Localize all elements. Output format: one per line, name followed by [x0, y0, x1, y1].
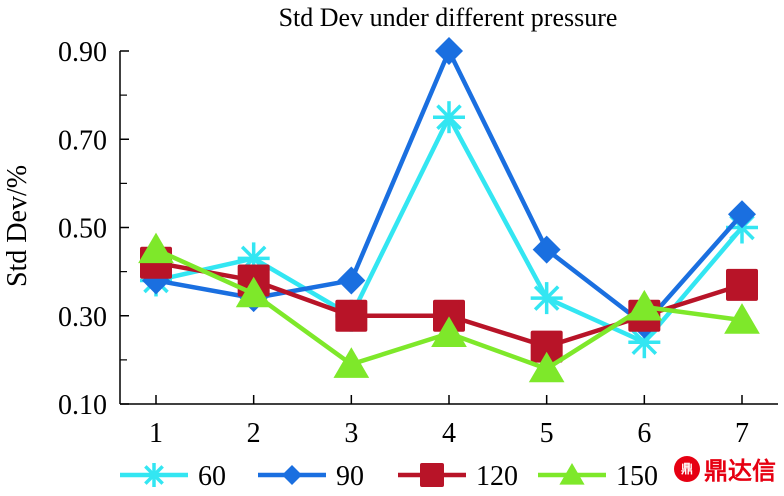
data-point-150 [626, 289, 663, 321]
x-tick-label: 6 [637, 418, 651, 449]
data-point-60 [530, 282, 563, 315]
watermark-text: 鼎达信 [704, 457, 776, 485]
x-tick-label: 1 [149, 418, 163, 449]
series-layer [138, 37, 760, 383]
data-point-150 [528, 351, 565, 383]
data-point-120 [726, 268, 758, 301]
data-point-150 [724, 303, 760, 334]
legend-label: 150 [616, 461, 658, 492]
data-point-150 [235, 276, 272, 308]
x-tick-label: 2 [247, 418, 261, 449]
data-point-150 [333, 347, 370, 378]
watermark-logo-icon: 鼎 [674, 455, 700, 482]
legend-item-90: 90 [258, 461, 364, 492]
axes: 0.10 0.30 0.50 0.70 0.90 1 2 3 4 5 6 7 [58, 37, 778, 449]
legend-marker [420, 463, 444, 487]
legend-label: 90 [336, 461, 364, 492]
data-point-90 [337, 266, 366, 295]
data-point-60 [433, 101, 465, 134]
data-point-120 [335, 299, 368, 332]
legend-marker [282, 465, 302, 485]
legend-label: 120 [476, 461, 518, 492]
legend-marker [559, 463, 585, 485]
chart-title: Std Dev under different pressure [279, 3, 618, 32]
legend-item-120: 120 [398, 461, 518, 492]
x-tick-label: 3 [344, 418, 358, 449]
legend-marker [142, 463, 166, 487]
x-tick-label: 7 [735, 418, 749, 449]
data-point-90 [532, 235, 561, 264]
data-point-90 [435, 37, 463, 65]
legend-item-150: 150 [538, 461, 658, 492]
data-point-120 [530, 330, 563, 363]
series-90 [142, 37, 756, 339]
data-point-150 [431, 316, 467, 347]
data-point-90 [728, 200, 756, 229]
y-tick-label: 0.50 [58, 214, 107, 245]
watermark: 鼎 鼎达信 [674, 451, 776, 486]
y-tick-label: 0.30 [58, 302, 107, 333]
y-tick-label: 0.90 [58, 37, 107, 68]
x-tick-label: 4 [442, 418, 456, 449]
legend-label: 60 [198, 461, 226, 492]
data-point-150 [138, 232, 174, 264]
legend-item-60: 60 [120, 461, 226, 492]
legend: 60 90 120 150 [120, 461, 658, 492]
data-point-120 [433, 299, 465, 332]
y-tick-label: 0.10 [58, 390, 107, 421]
y-axis-label: Std Dev/% [2, 165, 33, 287]
y-tick-label: 0.70 [58, 125, 107, 156]
series-150 [138, 232, 760, 383]
x-tick-label: 5 [540, 418, 554, 449]
